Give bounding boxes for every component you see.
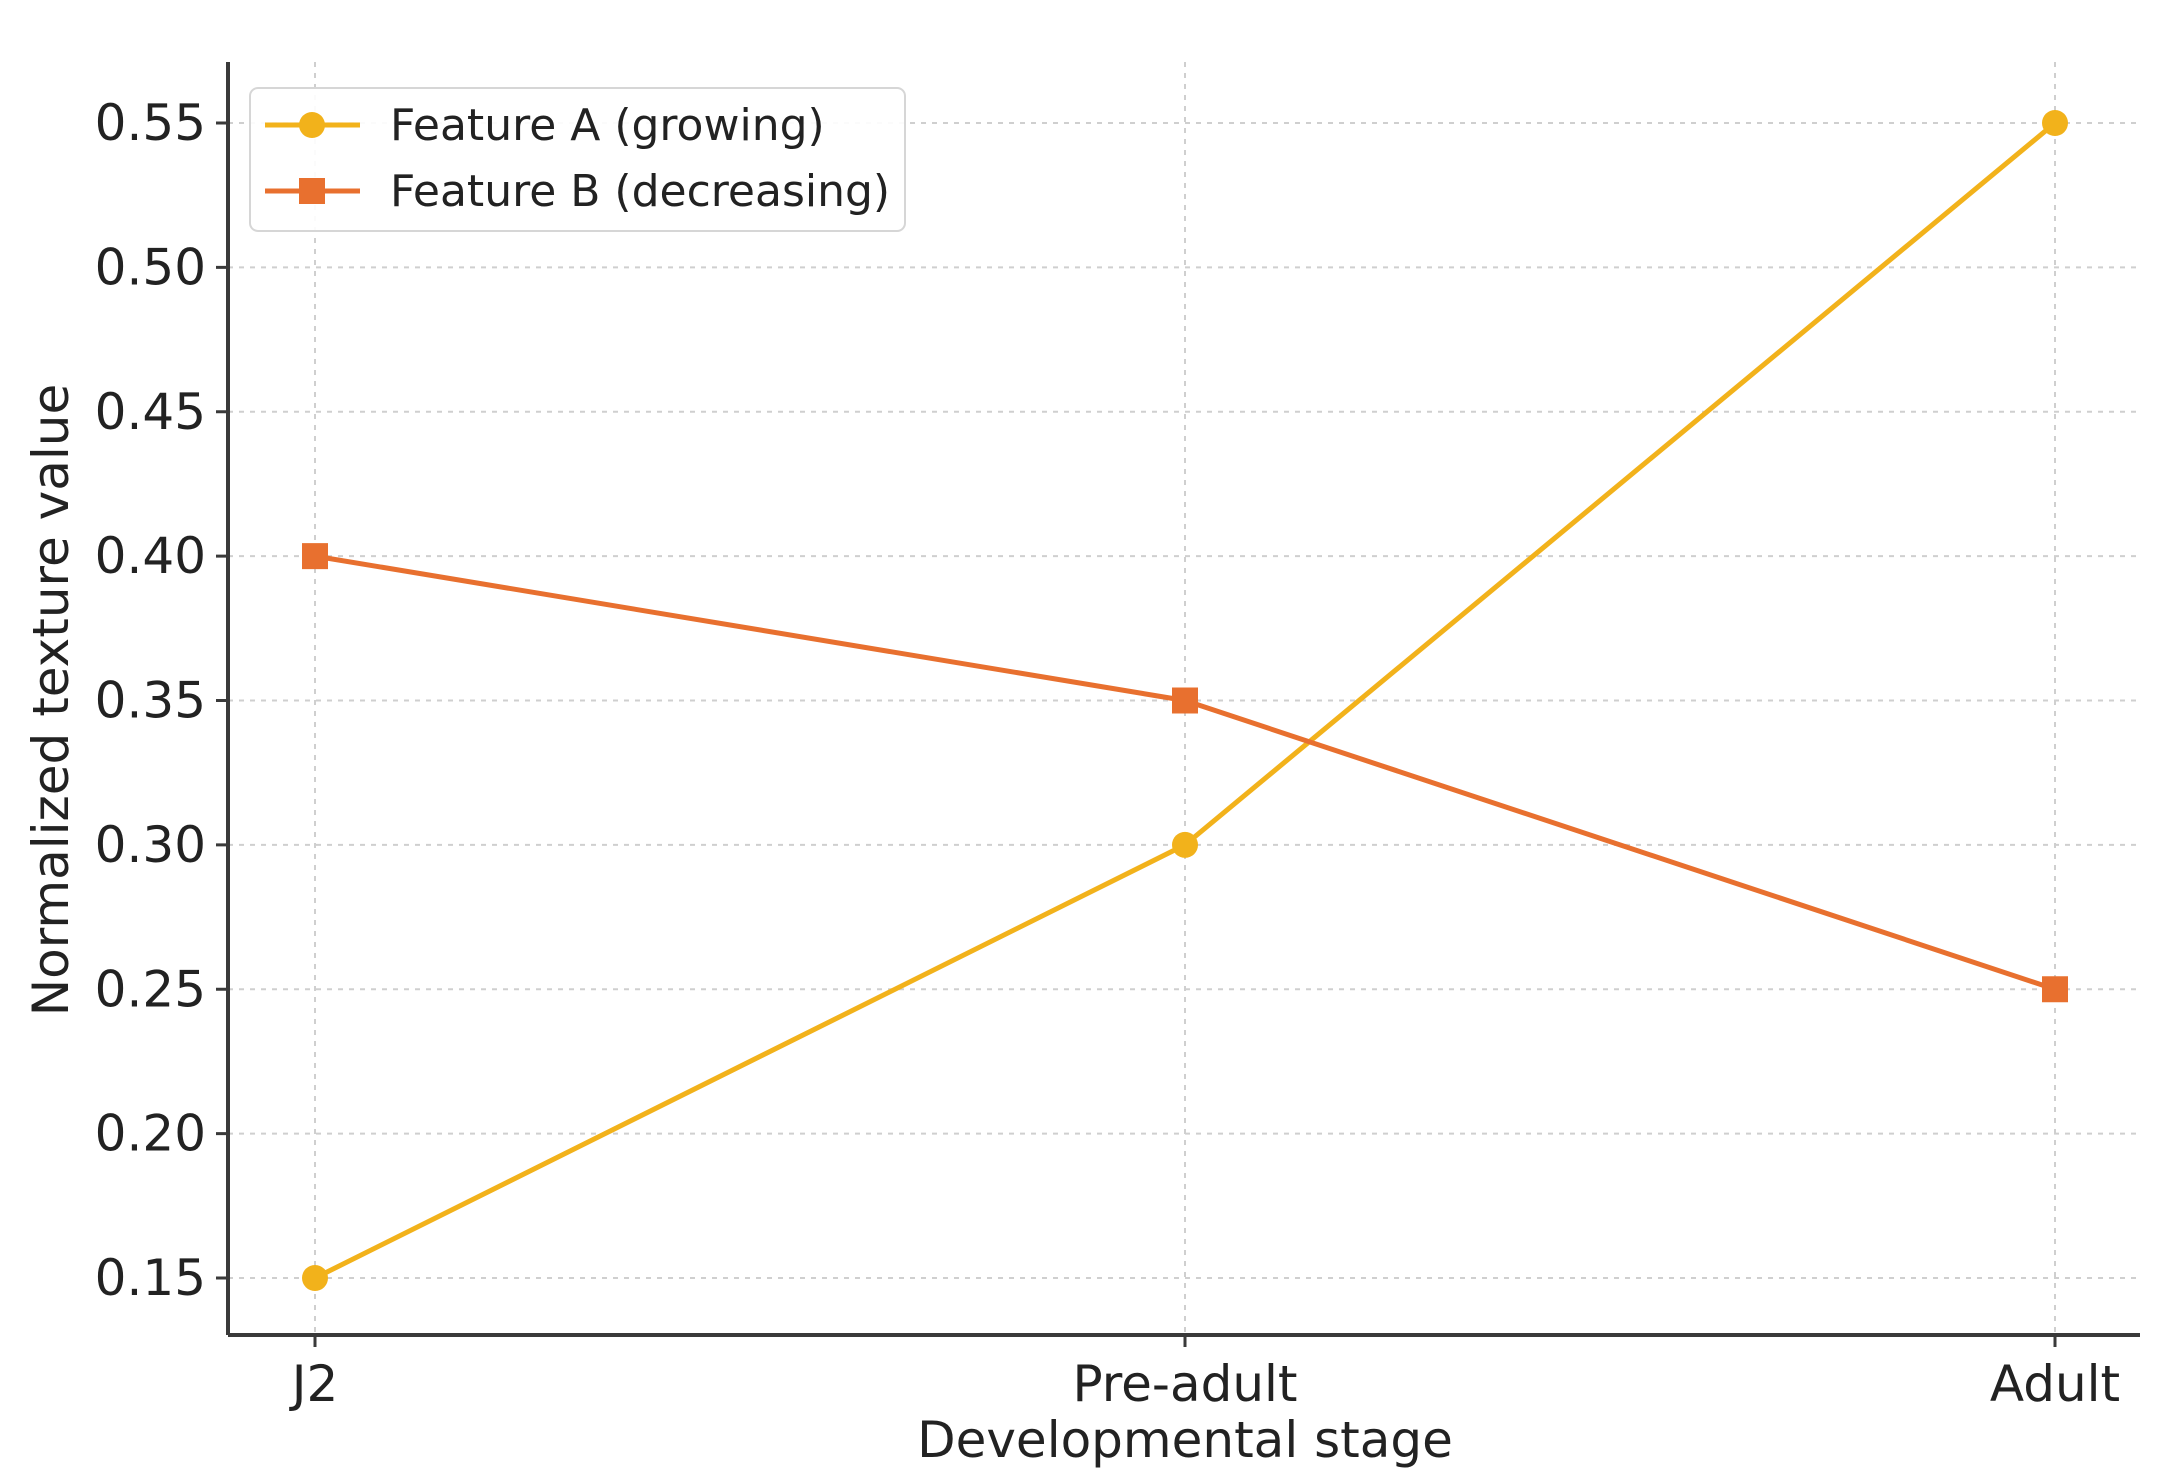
- x-tick-label: J2: [289, 1355, 339, 1413]
- data-point: [1172, 831, 1198, 858]
- legend-item: Feature A (growing): [265, 100, 825, 151]
- legend: Feature A (growing) Feature B (decreasing…: [249, 87, 906, 232]
- x-tick-label: Adult: [1990, 1355, 2120, 1413]
- series-2: [302, 543, 2068, 1003]
- series-lines: [302, 110, 2068, 1291]
- legend-item: Feature B (decreasing): [265, 166, 890, 217]
- series-1: [302, 110, 2068, 1291]
- x-tick-label: Pre-adult: [1072, 1355, 1297, 1413]
- data-point: [302, 1265, 328, 1291]
- y-tick-label: 0.40: [95, 527, 206, 585]
- legend-frame: [249, 87, 906, 232]
- y-tick-label: 0.15: [95, 1249, 206, 1307]
- y-tick-label: 0.20: [95, 1105, 206, 1163]
- legend-label: Feature B (decreasing): [390, 166, 890, 217]
- y-tick-label: 0.35: [95, 672, 206, 730]
- data-point: [2042, 110, 2068, 136]
- y-tick-label: 0.55: [95, 94, 206, 152]
- y-axis-title: Normalized texture value: [22, 384, 80, 1017]
- grid: [228, 62, 2140, 1335]
- axes: [216, 62, 2140, 1347]
- data-point: [302, 543, 328, 570]
- legend-marker: [299, 178, 325, 204]
- legend-label: Feature A (growing): [390, 100, 825, 151]
- y-tick-label: 0.45: [95, 383, 206, 441]
- y-tick-label: 0.25: [95, 960, 206, 1018]
- tick-labels: 0.15 0.20 0.25 0.30 0.35 0.40 0.45 0.50 0.55 J2 Pr…: [95, 94, 2120, 1413]
- data-point: [1172, 687, 1198, 714]
- y-tick-label: 0.30: [95, 816, 206, 874]
- legend-marker: [299, 112, 325, 138]
- y-tick-label: 0.50: [95, 238, 206, 296]
- x-axis-title: Developmental stage: [917, 1411, 1453, 1469]
- data-point: [2042, 976, 2068, 1003]
